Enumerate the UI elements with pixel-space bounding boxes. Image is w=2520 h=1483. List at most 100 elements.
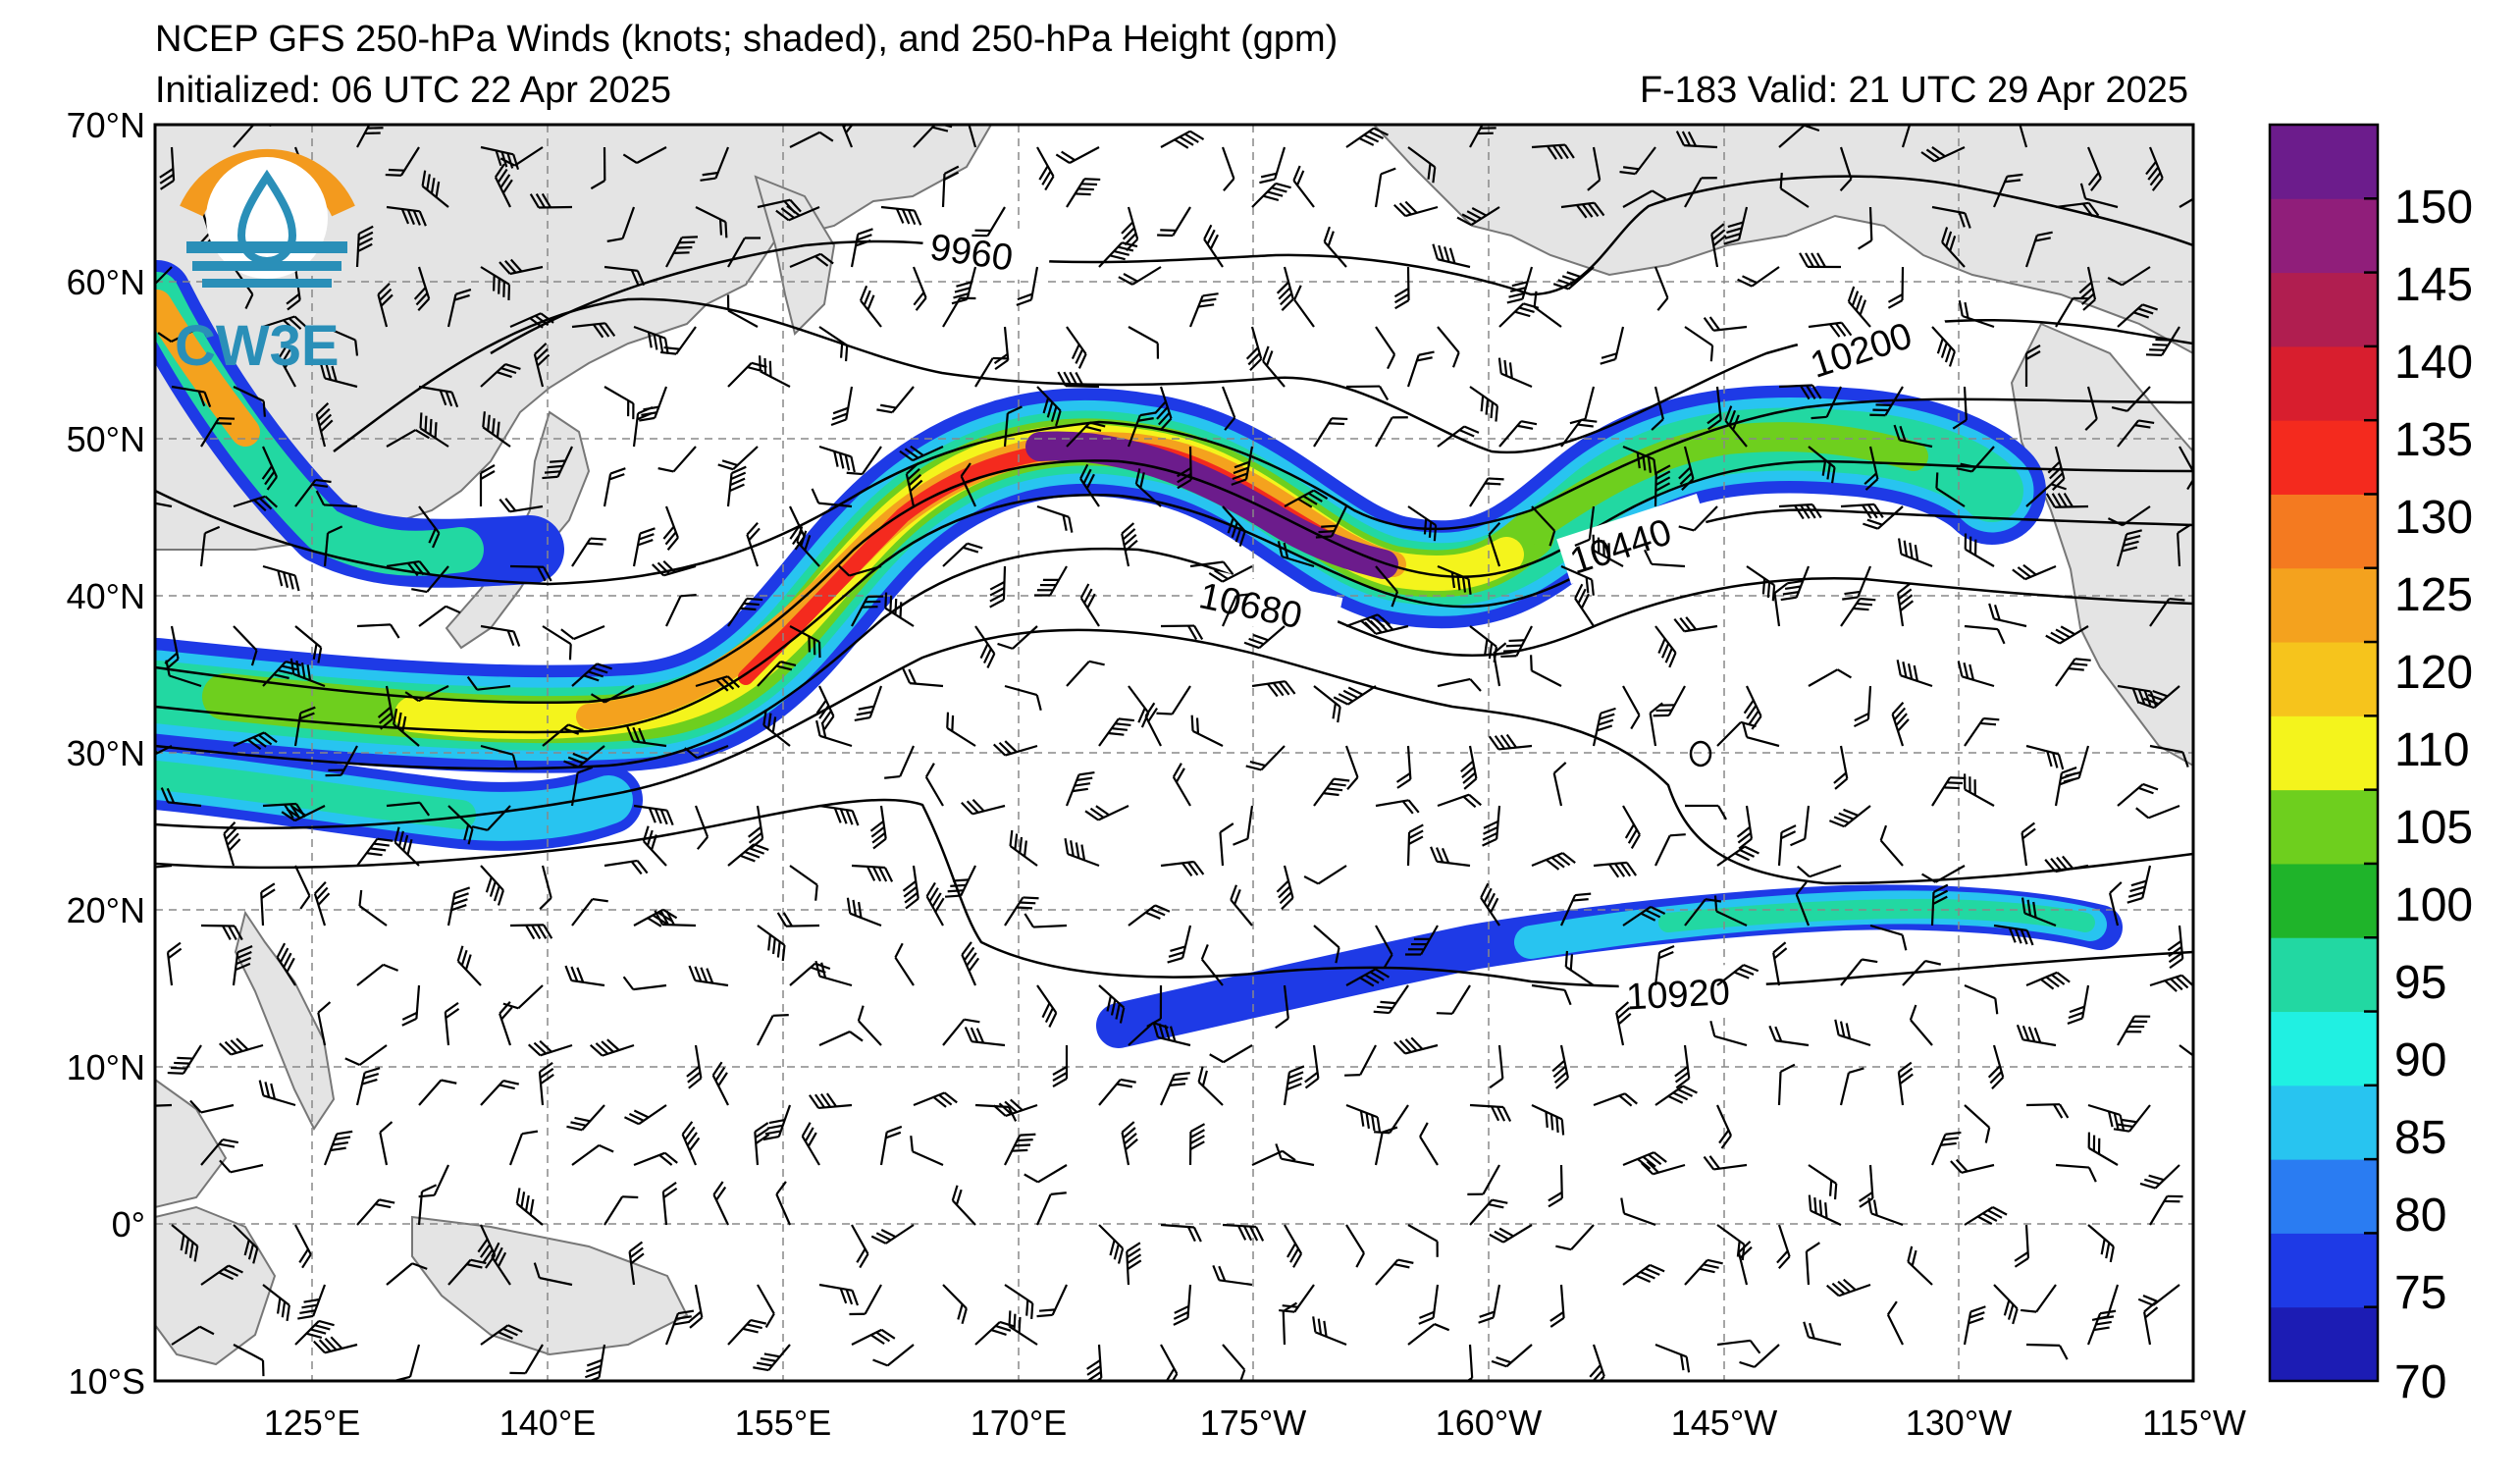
wind-barb bbox=[200, 417, 236, 448]
wind-barb bbox=[356, 963, 399, 986]
wind-barb bbox=[1805, 1242, 1820, 1286]
wind-barb bbox=[1828, 805, 1871, 828]
wind-barb bbox=[894, 942, 915, 986]
wind-barb bbox=[1245, 745, 1286, 771]
wind-barb bbox=[1480, 882, 1500, 927]
wind-barb bbox=[1808, 1194, 1842, 1226]
wind-barb bbox=[2086, 146, 2102, 191]
wind-barb bbox=[1160, 860, 1205, 877]
wind-barb bbox=[1197, 1066, 1224, 1106]
wind-barb bbox=[2079, 183, 2119, 209]
lat-label-0: 0° bbox=[112, 1204, 145, 1245]
wind-barb bbox=[1188, 292, 1219, 328]
wind-barb bbox=[1373, 984, 1409, 1015]
wind-barb bbox=[942, 542, 983, 567]
wind-barb bbox=[1036, 984, 1058, 1028]
wind-barb bbox=[1533, 291, 1562, 328]
wind-barb bbox=[1893, 424, 1933, 449]
wind-barb bbox=[2138, 685, 2180, 710]
wind-barb bbox=[509, 312, 554, 329]
wind-barb bbox=[1909, 1004, 1933, 1046]
wind-barb bbox=[2055, 296, 2089, 328]
wind-barb bbox=[1084, 805, 1129, 821]
wind-barb bbox=[542, 723, 584, 747]
wind-barb bbox=[2054, 767, 2077, 807]
wind-barb bbox=[1992, 173, 2023, 208]
colorbar-segment bbox=[2270, 272, 2378, 347]
wind-barb bbox=[2047, 446, 2066, 491]
wind-barb bbox=[509, 1344, 544, 1375]
wind-barb bbox=[218, 1037, 264, 1056]
wind-barb bbox=[200, 1264, 243, 1286]
wind-barb bbox=[1313, 925, 1340, 964]
wind-barb bbox=[2025, 483, 2067, 507]
wind-barb bbox=[1344, 1044, 1377, 1077]
wind-barb bbox=[1004, 896, 1039, 927]
wind-barb bbox=[276, 942, 296, 986]
wind-barb bbox=[1222, 505, 1246, 547]
wind-barb bbox=[480, 362, 521, 388]
colorbar-segment bbox=[2270, 494, 2378, 569]
wind-barb bbox=[604, 386, 635, 420]
wind-barb bbox=[1684, 177, 1717, 208]
wind-barb bbox=[623, 1104, 667, 1126]
wind-barb bbox=[418, 605, 461, 627]
wind-barb bbox=[1456, 206, 1500, 227]
wind-barb bbox=[293, 706, 316, 747]
wind-barb bbox=[1863, 505, 1904, 530]
lat-label-60n: 60°N bbox=[67, 262, 145, 302]
wind-barb bbox=[1126, 1242, 1142, 1286]
wind-barb bbox=[851, 1328, 896, 1346]
wind-barb bbox=[294, 1224, 312, 1269]
wind-barb bbox=[965, 125, 977, 148]
wind-barb bbox=[2024, 231, 2053, 268]
wind-barb bbox=[1275, 984, 1289, 1030]
wind-barb bbox=[1869, 924, 1908, 951]
wind-barb bbox=[2021, 821, 2036, 867]
wind-barb bbox=[604, 265, 646, 287]
wind-barb bbox=[633, 804, 674, 826]
wind-barb bbox=[1531, 852, 1576, 871]
wind-barb bbox=[570, 766, 594, 807]
wind-barb bbox=[974, 625, 996, 668]
wind-barb bbox=[1622, 445, 1657, 476]
wind-barb bbox=[1620, 1197, 1656, 1227]
wind-barb bbox=[219, 1159, 264, 1174]
wind-barb bbox=[1795, 881, 1811, 927]
wind-barb bbox=[1121, 522, 1138, 567]
lat-label-50n: 50°N bbox=[67, 419, 145, 459]
wind-barb bbox=[1395, 745, 1412, 789]
wind-barb bbox=[1064, 838, 1100, 868]
wind-barb bbox=[1066, 660, 1105, 687]
wind-barb bbox=[1678, 446, 1695, 491]
wind-barb bbox=[1209, 1044, 1253, 1064]
wind-barb bbox=[1277, 541, 1315, 568]
wind-barb bbox=[748, 805, 764, 850]
jet-northwest bbox=[155, 260, 564, 588]
wind-barb bbox=[1551, 1044, 1569, 1089]
wind-barb bbox=[571, 662, 612, 687]
wind-barb bbox=[880, 205, 922, 226]
wind-barb bbox=[1574, 583, 1595, 627]
wind-barb bbox=[2087, 1132, 2119, 1166]
wind-barb bbox=[1920, 146, 1966, 163]
wind-barb bbox=[1840, 597, 1876, 627]
wind-barb bbox=[1203, 224, 1224, 268]
wind-barb bbox=[801, 1122, 820, 1166]
wind-barb bbox=[789, 131, 834, 148]
wind-barbs bbox=[155, 125, 2193, 1381]
wind-barb bbox=[762, 1104, 792, 1141]
wind-barb bbox=[1560, 418, 1598, 448]
wind-barb bbox=[1709, 1020, 1748, 1047]
wind-barb bbox=[1644, 549, 1686, 568]
wind-barb bbox=[1345, 385, 1390, 401]
wind-barb bbox=[1275, 1143, 1315, 1167]
wind-barb bbox=[1233, 805, 1254, 846]
wind-barb bbox=[358, 889, 388, 927]
wind-barb bbox=[1221, 386, 1236, 431]
wind-barb bbox=[654, 910, 697, 927]
wind-barb bbox=[1036, 146, 1055, 191]
wind-barb bbox=[471, 805, 511, 831]
wind-barb bbox=[1488, 521, 1501, 567]
